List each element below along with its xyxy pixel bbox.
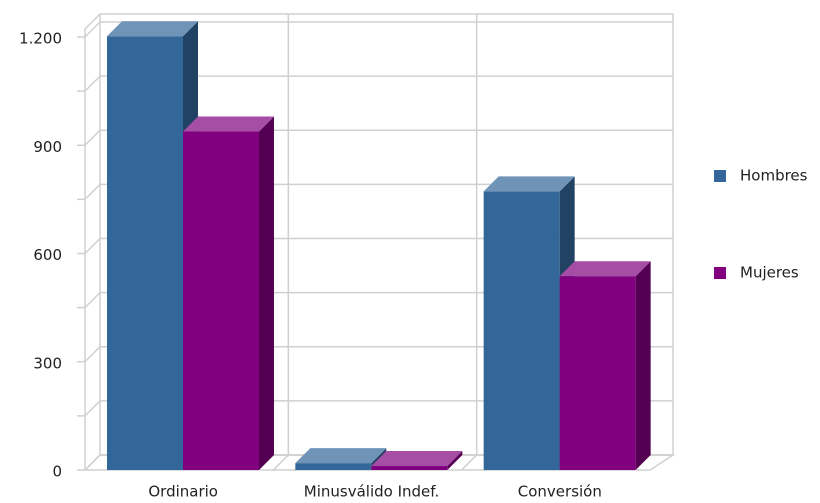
y-tick-label: 1.200 [19, 30, 62, 48]
bar-side [635, 261, 651, 470]
grid-line [84, 346, 101, 363]
category-divider [272, 454, 289, 471]
bar [483, 191, 560, 471]
y-tick-label: 0 [52, 463, 62, 481]
legend-swatch [714, 267, 726, 279]
category-divider [461, 454, 478, 471]
grid-line [84, 21, 101, 38]
grid-line [84, 183, 101, 200]
bar [107, 36, 183, 471]
grid-line [84, 454, 101, 471]
grid-line [84, 400, 101, 417]
bar [183, 131, 259, 470]
bar-side [447, 451, 463, 470]
grid-line [84, 75, 101, 92]
x-tick-label: Conversión [518, 483, 602, 501]
y-tick-label: 900 [33, 138, 62, 156]
bar-top [295, 448, 387, 464]
bar-top [107, 21, 198, 37]
bar-side [259, 116, 274, 470]
bar [295, 463, 372, 470]
bar-top [483, 176, 575, 192]
x-tick-label: Ordinario [148, 483, 218, 501]
bar-top [559, 261, 651, 277]
side-wall [84, 13, 101, 30]
y-tick-label: 300 [33, 354, 62, 372]
grid-line [84, 292, 101, 309]
legend-label: Mujeres [740, 264, 799, 282]
bar [371, 466, 448, 470]
x-tick-label: Minusválido Indef. [304, 483, 439, 501]
bar-top [183, 116, 274, 132]
grid-line [84, 129, 101, 146]
legend-label: Hombres [740, 167, 808, 185]
bar-top [371, 451, 463, 467]
bar [559, 276, 636, 470]
grid-line [84, 237, 101, 255]
legend-swatch [714, 170, 726, 182]
y-tick-label: 600 [33, 246, 62, 264]
